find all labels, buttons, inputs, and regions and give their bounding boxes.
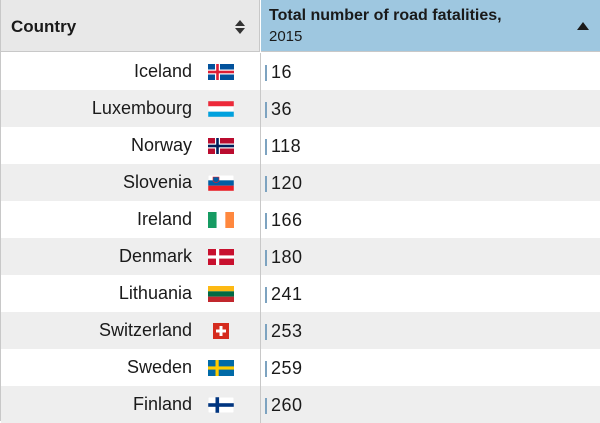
- table-row: Finland 260: [1, 386, 600, 423]
- value-bar: [265, 139, 267, 155]
- column-divider: [260, 386, 261, 423]
- fatalities-value: 120: [271, 173, 303, 193]
- finland-flag-icon: [208, 397, 234, 413]
- column-divider: [260, 164, 261, 201]
- column-divider: [260, 127, 261, 164]
- table-row: Lithuania 241: [1, 275, 600, 312]
- country-name: Finland: [132, 394, 192, 414]
- column-divider: [260, 238, 261, 275]
- value-bar: [265, 324, 267, 340]
- country-name: Iceland: [133, 61, 192, 81]
- country-name: Switzerland: [98, 320, 192, 340]
- country-name: Luxembourg: [91, 98, 192, 118]
- table-row: Denmark 180: [1, 238, 600, 275]
- value-bar: [265, 398, 267, 414]
- table-row: Luxembourg 36: [1, 90, 600, 127]
- luxembourg-flag-icon: [208, 101, 234, 117]
- table-body: Iceland 16 Luxembourg 36 Norway 118 Slovenia 12…: [1, 53, 600, 423]
- column-divider: [260, 201, 261, 238]
- fatalities-value: 180: [271, 247, 303, 267]
- ireland-flag-icon: [208, 212, 234, 228]
- fatalities-value: 16: [271, 62, 293, 82]
- country-name: Ireland: [136, 209, 192, 229]
- country-name: Slovenia: [122, 172, 192, 192]
- switzerland-flag-icon: [208, 323, 234, 339]
- table-row: Sweden 259: [1, 349, 600, 386]
- fatalities-column-year: 2015: [269, 28, 303, 45]
- iceland-flag-icon: [208, 64, 234, 80]
- slovenia-flag-icon: [208, 175, 234, 191]
- column-divider: [260, 53, 261, 90]
- value-bar: [265, 65, 267, 81]
- value-bar: [265, 287, 267, 303]
- table-header: Country Total number of road fatalities,…: [1, 0, 600, 52]
- country-name: Denmark: [118, 246, 192, 266]
- fatalities-value: 118: [271, 136, 302, 156]
- sort-both-icon[interactable]: [234, 19, 246, 35]
- value-bar: [265, 213, 267, 229]
- value-bar: [265, 250, 267, 266]
- column-divider: [260, 312, 261, 349]
- table-row: Iceland 16: [1, 53, 600, 90]
- column-divider: [260, 275, 261, 312]
- country-column-label: Country: [11, 17, 77, 36]
- table-row: Ireland 166: [1, 201, 600, 238]
- column-divider: [260, 349, 261, 386]
- fatalities-value: 253: [271, 321, 303, 341]
- fatalities-value: 259: [271, 358, 303, 378]
- fatalities-value: 260: [271, 395, 303, 415]
- lithuania-flag-icon: [208, 286, 234, 302]
- country-column-header[interactable]: Country: [1, 0, 260, 52]
- table-row: Slovenia 120: [1, 164, 600, 201]
- fatalities-value: 166: [271, 210, 303, 230]
- fatalities-column-header[interactable]: Total number of road fatalities, 2015: [261, 0, 600, 52]
- fatalities-value: 36: [271, 99, 293, 119]
- fatalities-value: 241: [271, 284, 303, 304]
- fatalities-column-label: Total number of road fatalities,: [269, 7, 502, 24]
- value-bar: [265, 102, 267, 118]
- column-divider: [260, 90, 261, 127]
- country-name: Sweden: [126, 357, 192, 377]
- sweden-flag-icon: [208, 360, 234, 376]
- value-bar: [265, 361, 267, 377]
- country-name: Norway: [130, 135, 192, 155]
- table-row: Norway 118: [1, 127, 600, 164]
- norway-flag-icon: [208, 138, 234, 154]
- denmark-flag-icon: [208, 249, 234, 265]
- country-name: Lithuania: [118, 283, 192, 303]
- table-row: Switzerland 253: [1, 312, 600, 349]
- sort-ascending-icon[interactable]: [577, 22, 589, 30]
- value-bar: [265, 176, 267, 192]
